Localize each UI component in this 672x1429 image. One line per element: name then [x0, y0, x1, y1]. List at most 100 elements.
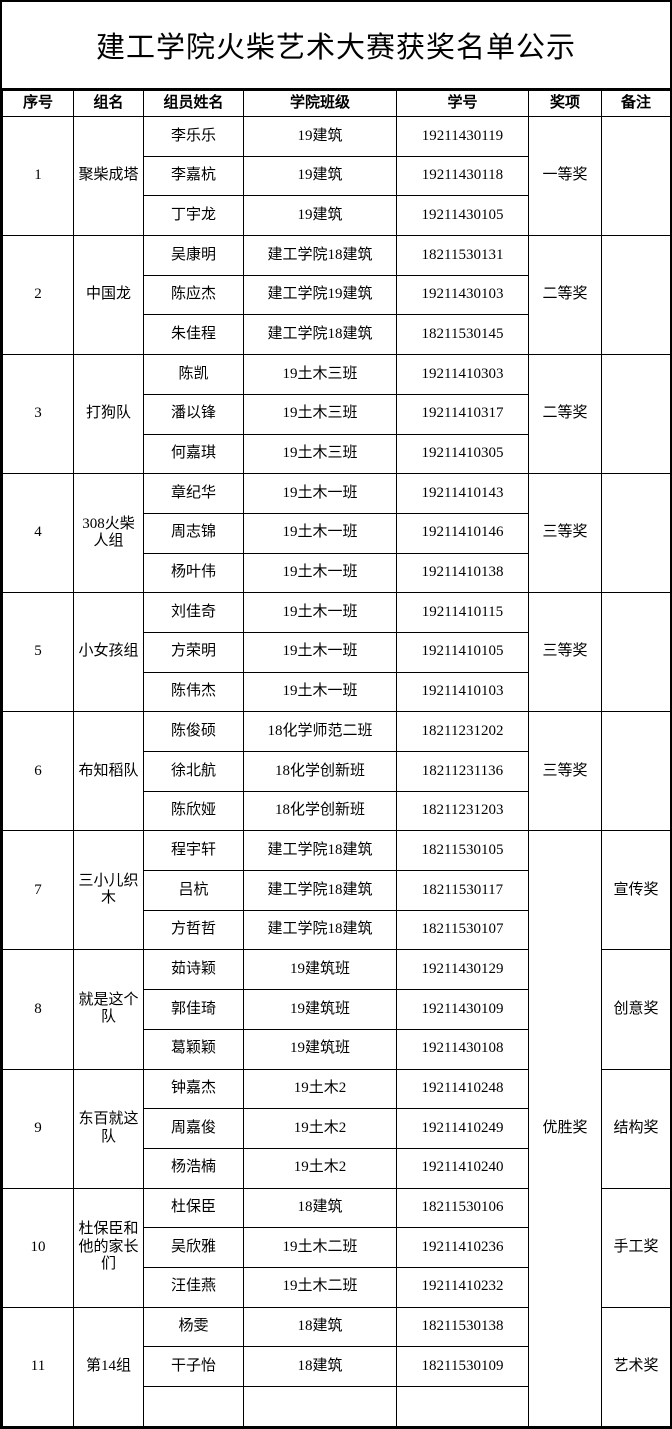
student-id-cell: 19211410146 [396, 512, 529, 554]
group-name-cell: 308火柴人组 [73, 473, 144, 594]
table-row [3, 1386, 671, 1427]
member-name-cell: 杨叶伟 [143, 552, 244, 594]
table-row: 10 杜保臣和他的家长们 杜保臣 18建筑 18211530106 手工奖 [2, 1187, 671, 1308]
class-cell: 18化学师范二班 [243, 711, 397, 752]
student-id-cell: 19211430119 [396, 116, 529, 157]
award-cell: 二等奖 [528, 235, 602, 356]
group-number-cell: 5 [2, 592, 74, 713]
group-name-cell: 第14组 [73, 1306, 144, 1427]
member-name-cell: 杨雯 [143, 1306, 244, 1348]
class-cell: 建工学院18建筑 [243, 235, 397, 276]
member-name-cell: 陈俊硕 [143, 711, 244, 752]
award-cell: 三等奖 [528, 473, 602, 594]
member-name-cell: 葛颖颖 [143, 1028, 244, 1070]
member-name-cell: 杨浩楠 [143, 1147, 244, 1189]
member-name-cell: 干子怡 [143, 1346, 244, 1387]
class-cell: 19土木一班 [243, 512, 397, 554]
table-row: 周志锦 19土木一班 19211410146 [3, 512, 671, 554]
member-name-cell: 方荣明 [143, 631, 244, 673]
group-name-cell: 就是这个队 [73, 949, 144, 1070]
student-id-cell: 19211410317 [396, 393, 529, 435]
member-name-cell: 李嘉杭 [143, 155, 244, 197]
student-id-cell: 19211410143 [396, 473, 529, 514]
member-name-cell: 程宇轩 [143, 830, 244, 872]
member-name-cell: 吕杭 [143, 870, 244, 911]
student-id-cell: 19211410138 [396, 552, 529, 594]
table-row: 陈应杰 建工学院19建筑 19211430103 [3, 274, 671, 316]
class-cell: 18建筑 [243, 1346, 397, 1387]
remark-cell [601, 473, 671, 594]
class-cell: 建工学院18建筑 [243, 909, 397, 951]
student-id-cell: 19211410105 [396, 631, 529, 673]
page-title: 建工学院火柴艺术大赛获奖名单公示 [2, 2, 670, 90]
member-name-cell: 李乐乐 [143, 116, 244, 157]
member-name-cell: 吴欣雅 [143, 1227, 244, 1268]
table-row: 干子怡 18建筑 18211530109 [3, 1346, 671, 1387]
member-name-cell: 汪佳燕 [143, 1266, 244, 1308]
class-cell: 建工学院18建筑 [243, 870, 397, 911]
class-cell: 19土木一班 [243, 552, 397, 594]
group-number-cell: 1 [2, 115, 74, 237]
header-class: 学院班级 [243, 90, 397, 117]
student-id-cell: 18211530138 [396, 1306, 529, 1348]
member-name-cell: 章纪华 [143, 473, 244, 514]
group-number-cell: 6 [2, 711, 74, 832]
member-name-cell: 潘以锋 [143, 393, 244, 435]
student-id-cell: 18211530117 [396, 870, 529, 911]
group-number-cell: 2 [2, 235, 74, 356]
member-name-cell: 周志锦 [143, 512, 244, 554]
group-name-cell: 聚柴成塔 [73, 115, 144, 237]
header-member-name: 组员姓名 [143, 90, 244, 117]
group-number-cell: 4 [2, 473, 74, 594]
group-name-cell: 布知稻队 [73, 711, 144, 832]
award-cell: 三等奖 [528, 592, 602, 713]
remark-cell: 艺术奖 [601, 1306, 671, 1427]
member-name-cell: 吴康明 [143, 235, 244, 276]
member-name-cell: 陈欣娅 [143, 790, 244, 832]
group-name-cell: 三小儿织木 [73, 830, 144, 951]
student-id-cell: 19211430109 [396, 989, 529, 1030]
header-remark: 备注 [601, 90, 671, 117]
table-row: 7 三小儿织木 程宇轩 建工学院18建筑 18211530105 优胜奖 宣传奖 [2, 830, 671, 1427]
group-number-cell: 9 [2, 1068, 74, 1189]
student-id-cell: 18211530105 [396, 830, 529, 872]
member-name-cell: 周嘉俊 [143, 1108, 244, 1149]
header-row: 序号 组名 组员姓名 学院班级 学号 奖项 备注 [2, 90, 671, 117]
member-name-cell: 郭佳琦 [143, 989, 244, 1030]
award-cell: 三等奖 [528, 711, 602, 832]
table-row: 1 聚柴成塔 李乐乐 19建筑 19211430119 一等奖 [2, 115, 671, 237]
class-cell: 19土木一班 [243, 473, 397, 514]
class-cell: 19建筑 [243, 116, 397, 157]
table-row: 徐北航 18化学创新班 18211231136 [3, 751, 671, 792]
class-cell: 19土木三班 [243, 433, 397, 475]
student-id-cell: 19211430105 [396, 195, 529, 237]
class-cell: 19土木一班 [243, 592, 397, 633]
student-id-cell: 19211410303 [396, 354, 529, 395]
class-cell [243, 1386, 397, 1427]
table-row: 6 布知稻队 陈俊硕 18化学师范二班 18211231202 三等奖 [2, 711, 671, 832]
header-group-name: 组名 [73, 90, 144, 117]
award-table: 序号 组名 组员姓名 学院班级 学号 奖项 备注 1 聚柴成塔 李乐乐 19建筑… [2, 90, 671, 1427]
student-id-cell: 19211410305 [396, 433, 529, 475]
class-cell: 19建筑班 [243, 989, 397, 1030]
class-cell: 建工学院18建筑 [243, 830, 397, 872]
member-name-cell: 杜保臣 [143, 1187, 244, 1229]
class-cell: 19土木三班 [243, 393, 397, 435]
table-row: 2 中国龙 吴康明 建工学院18建筑 18211530131 二等奖 [2, 235, 671, 356]
student-id-cell: 19211410248 [396, 1068, 529, 1110]
student-id-cell: 18211530107 [396, 909, 529, 951]
class-cell: 19土木2 [243, 1068, 397, 1110]
member-name-cell: 陈凯 [143, 354, 244, 395]
table-row: 潘以锋 19土木三班 19211410317 [3, 393, 671, 435]
member-name-cell: 陈应杰 [143, 274, 244, 316]
student-id-cell: 19211430108 [396, 1028, 529, 1070]
member-name-cell: 陈伟杰 [143, 671, 244, 713]
class-cell: 18建筑 [243, 1187, 397, 1229]
group-number-cell: 3 [2, 354, 74, 475]
table-row: 杨浩楠 19土木2 19211410240 [3, 1147, 671, 1189]
class-cell: 19建筑班 [243, 949, 397, 991]
student-id-cell: 19211430103 [396, 274, 529, 316]
group-number-cell: 8 [2, 949, 74, 1070]
award-cell: 二等奖 [528, 354, 602, 475]
